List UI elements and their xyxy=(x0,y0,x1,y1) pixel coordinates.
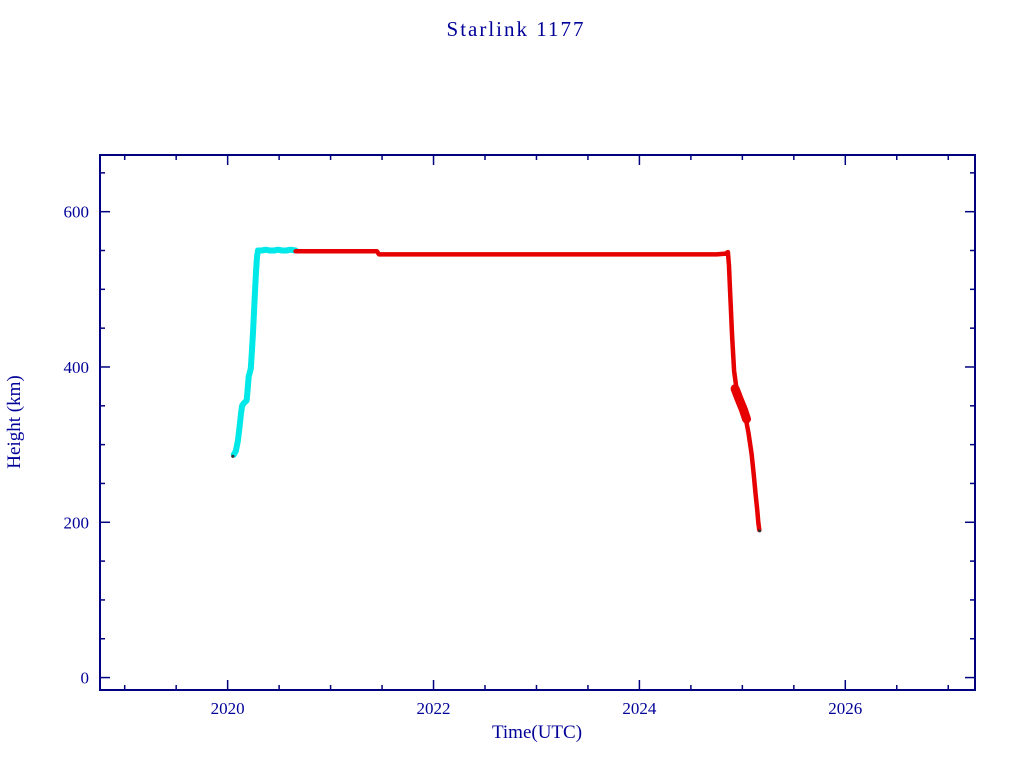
x-axis-label: Time(UTC) xyxy=(492,722,582,743)
series-decay-dense-red xyxy=(730,384,751,424)
y-tick-label-200: 200 xyxy=(64,513,90,532)
plot-frame xyxy=(99,154,976,691)
series-stray-dark-points xyxy=(231,454,762,533)
y-tick-label-600: 600 xyxy=(64,203,90,222)
tick-marks xyxy=(100,155,975,690)
y-tick-label-400: 400 xyxy=(64,358,90,377)
x-tick-label-2024: 2024 xyxy=(622,699,657,718)
y-tick-label-0: 0 xyxy=(81,669,90,688)
chart-title: Starlink 1177 xyxy=(447,17,586,41)
tick-labels: 2020 2022 2024 2026 0 200 400 600 xyxy=(64,203,863,718)
x-tick-label-2020: 2020 xyxy=(211,699,245,718)
chart-dynamic: 2020 2022 2024 2026 0 200 400 600 xyxy=(64,155,975,718)
series-ascent-cyan xyxy=(230,246,299,458)
y-axis-label: Height (km) xyxy=(4,375,25,468)
x-tick-label-2022: 2022 xyxy=(417,699,451,718)
x-tick-label-2026: 2026 xyxy=(828,699,862,718)
series-operational-red xyxy=(293,249,762,533)
